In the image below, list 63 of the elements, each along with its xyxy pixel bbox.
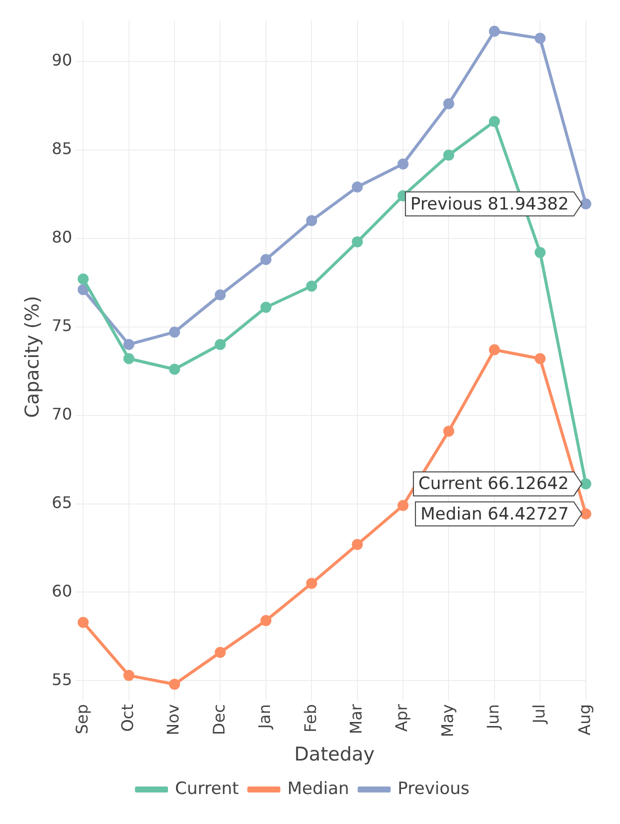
point [78,616,89,628]
point [78,284,89,296]
point [306,280,318,292]
point [443,98,454,110]
x-tick-label: Aug [574,704,594,736]
x-tick-label: Sep [72,704,92,734]
point [534,32,546,44]
x-tick-label: Jun [484,704,503,730]
point [214,338,226,350]
point [352,236,363,248]
point [123,338,134,350]
y-tick-label: 75 [52,316,72,335]
y-tick-label: 85 [52,138,72,158]
point [398,158,409,170]
annotation: Previous 81.94382 [410,194,569,214]
x-tick-label: Apr [392,704,412,732]
legend-label: Previous [398,778,470,799]
annotation: Median 64.42727 [420,504,569,524]
x-tick-label: Oct [118,704,138,732]
point [443,150,454,161]
y-tick-label: 70 [52,404,72,424]
point [488,116,500,127]
point [123,670,134,681]
point [580,198,592,210]
point [214,289,226,300]
x-tick-label: Nov [164,704,183,736]
point [352,181,363,192]
y-tick-label: 90 [52,50,72,70]
point [488,26,500,37]
x-tick-label: Dec [209,704,228,736]
point [169,326,180,338]
point [443,426,454,437]
annotation: Current 66.12642 [418,474,569,494]
y-tick-label: 65 [52,492,72,512]
x-tick-label: Jul [529,704,548,724]
point [488,344,500,356]
point [352,538,363,550]
x-tick-label: Feb [300,704,320,732]
legend-label: Current [174,778,240,799]
x-axis-title: Dateday [294,744,375,766]
y-axis-title: Capacity (%) [21,296,44,418]
point [214,646,226,658]
x-tick-label: Mar [346,704,366,734]
point [398,500,409,512]
point [534,353,546,364]
x-tick-label: Jan [255,704,274,730]
point [260,615,272,626]
point [169,678,180,690]
y-tick-label: 80 [52,227,72,246]
y-tick-label: 55 [52,670,72,689]
point [78,273,89,284]
point [123,353,134,364]
legend-label: Median [287,778,350,799]
point [260,302,272,313]
point [580,478,592,490]
point [169,364,180,375]
point [580,508,592,520]
point [534,246,546,258]
point [306,215,318,226]
x-tick-label: May [438,704,457,738]
point [306,578,318,589]
point [260,254,272,266]
y-tick-label: 60 [52,581,72,600]
